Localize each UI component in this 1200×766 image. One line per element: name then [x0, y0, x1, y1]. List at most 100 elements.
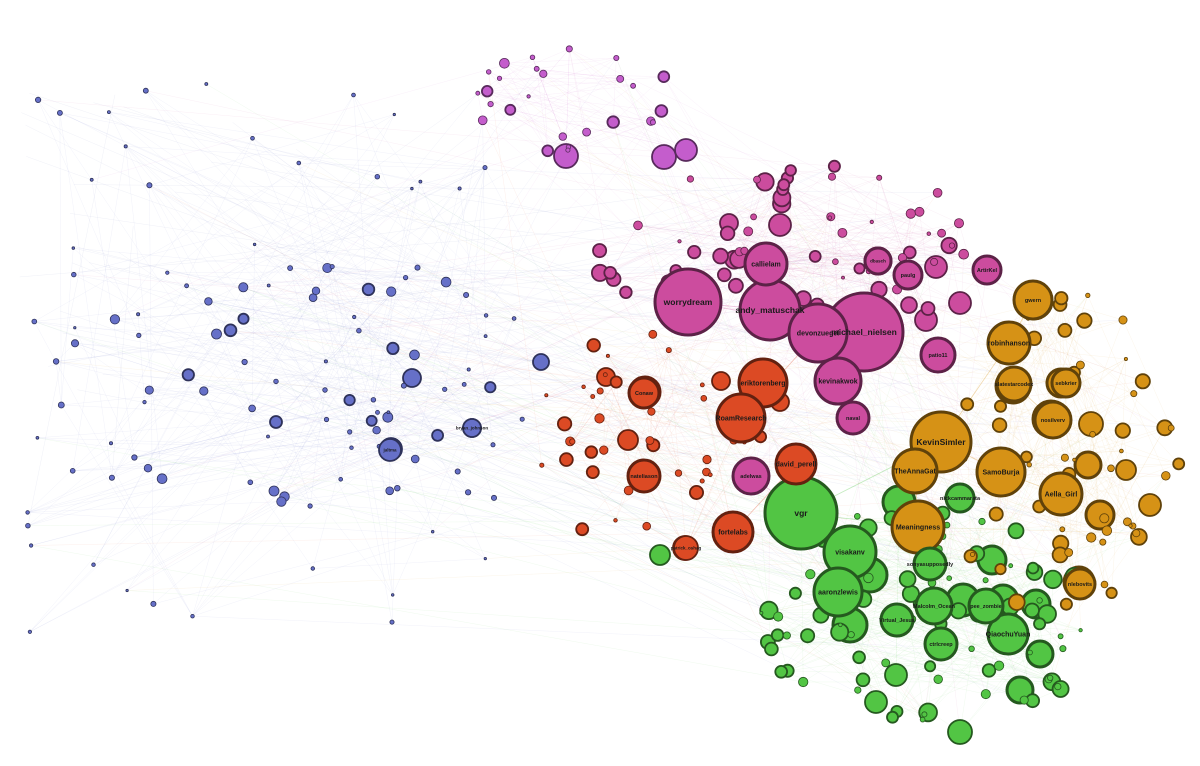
graph-node[interactable] [386, 341, 400, 355]
graph-node[interactable] [764, 641, 779, 657]
graph-node[interactable] [391, 593, 395, 597]
graph-node[interactable] [394, 485, 401, 492]
graph-node-qiaochuyuan[interactable] [986, 612, 1030, 656]
graph-node[interactable] [947, 719, 973, 745]
graph-node-patio11[interactable] [919, 336, 957, 374]
graph-node[interactable] [581, 384, 586, 389]
graph-node[interactable] [409, 349, 420, 361]
graph-node[interactable] [854, 686, 862, 694]
graph-node[interactable] [970, 552, 976, 558]
graph-node[interactable] [499, 57, 510, 69]
graph-node[interactable] [900, 296, 918, 314]
graph-node[interactable] [482, 165, 488, 171]
graph-node[interactable] [926, 231, 931, 236]
graph-node[interactable] [558, 132, 567, 141]
graph-node[interactable] [699, 478, 705, 484]
graph-node[interactable] [633, 220, 643, 231]
graph-node[interactable] [463, 291, 470, 298]
graph-node[interactable] [617, 429, 639, 451]
graph-node[interactable] [343, 393, 356, 407]
graph-node-malcolm-ocean[interactable] [914, 586, 954, 626]
graph-node[interactable] [1076, 312, 1093, 329]
graph-node[interactable] [647, 407, 656, 416]
graph-node[interactable] [828, 172, 837, 181]
graph-node[interactable] [241, 358, 248, 366]
graph-node[interactable] [582, 127, 591, 137]
graph-node[interactable] [349, 445, 354, 450]
graph-node[interactable] [832, 258, 839, 266]
graph-node[interactable] [905, 208, 916, 219]
graph-node[interactable] [592, 243, 608, 259]
graph-node-theannagat[interactable] [891, 447, 939, 495]
graph-node[interactable] [605, 353, 610, 358]
graph-node-patrick-oshag[interactable] [673, 535, 699, 561]
graph-node[interactable] [1057, 633, 1064, 640]
graph-node[interactable] [150, 600, 157, 607]
graph-node[interactable] [651, 144, 677, 170]
graph-node[interactable] [773, 611, 784, 622]
graph-node[interactable] [924, 660, 937, 673]
graph-node-samoburja[interactable] [975, 446, 1027, 498]
graph-node[interactable] [311, 286, 321, 295]
graph-node[interactable] [136, 332, 142, 338]
graph-node[interactable] [599, 445, 609, 455]
graph-node[interactable] [898, 570, 917, 588]
graph-node[interactable] [483, 334, 488, 339]
graph-node-jaltma[interactable] [378, 438, 402, 462]
graph-node[interactable] [477, 115, 488, 126]
graph-node[interactable] [649, 119, 656, 126]
graph-node[interactable] [322, 387, 328, 393]
graph-node[interactable] [932, 188, 943, 198]
graph-node[interactable] [1059, 597, 1073, 611]
graph-node[interactable] [687, 245, 702, 260]
graph-node[interactable] [392, 112, 396, 117]
graph-node[interactable] [782, 631, 791, 640]
graph-node-sonyasupposedly[interactable] [912, 546, 948, 582]
graph-node[interactable] [1047, 674, 1054, 682]
graph-node[interactable] [988, 506, 1004, 522]
graph-node[interactable] [461, 381, 467, 387]
graph-node[interactable] [91, 562, 96, 567]
graph-node[interactable] [484, 381, 497, 394]
graph-node-fortelabs[interactable] [711, 510, 755, 554]
graph-node-ctrlcreep[interactable] [923, 626, 959, 662]
graph-node[interactable] [73, 326, 77, 330]
graph-node[interactable] [123, 144, 128, 149]
graph-node[interactable] [1086, 532, 1097, 543]
graph-node[interactable] [310, 566, 315, 571]
graph-node[interactable] [1085, 292, 1091, 298]
graph-node[interactable] [575, 522, 590, 537]
graph-node[interactable] [968, 645, 975, 652]
graph-node[interactable] [686, 175, 695, 183]
graph-node[interactable] [541, 144, 554, 158]
graph-node[interactable] [619, 285, 633, 300]
graph-node[interactable] [184, 283, 190, 289]
graph-node[interactable] [25, 523, 31, 529]
graph-node[interactable] [27, 629, 32, 634]
graph-node[interactable] [674, 469, 683, 477]
graph-node[interactable] [1026, 462, 1032, 468]
graph-node[interactable] [386, 286, 397, 297]
graph-node[interactable] [374, 173, 380, 180]
graph-node[interactable] [559, 452, 574, 467]
graph-node[interactable] [204, 82, 209, 86]
graph-node[interactable] [881, 658, 891, 668]
graph-node[interactable] [674, 138, 698, 162]
graph-node-devonzuegel[interactable] [787, 302, 849, 364]
graph-node[interactable] [948, 242, 956, 249]
graph-node[interactable] [475, 90, 481, 96]
graph-node[interactable] [920, 301, 936, 316]
graph-node[interactable] [237, 312, 250, 325]
graph-node-vgr[interactable] [763, 475, 839, 551]
graph-node[interactable] [1119, 448, 1124, 454]
graph-node[interactable] [464, 489, 472, 496]
graph-node[interactable] [347, 429, 353, 435]
graph-node[interactable] [827, 159, 841, 173]
graph-node[interactable] [613, 518, 618, 523]
graph-node[interactable] [665, 347, 672, 354]
graph-node[interactable] [1076, 360, 1085, 370]
graph-node[interactable] [1036, 597, 1043, 604]
graph-node[interactable] [886, 710, 899, 724]
graph-node-dbasch[interactable] [863, 246, 893, 276]
graph-node-gwern[interactable] [1012, 279, 1054, 321]
